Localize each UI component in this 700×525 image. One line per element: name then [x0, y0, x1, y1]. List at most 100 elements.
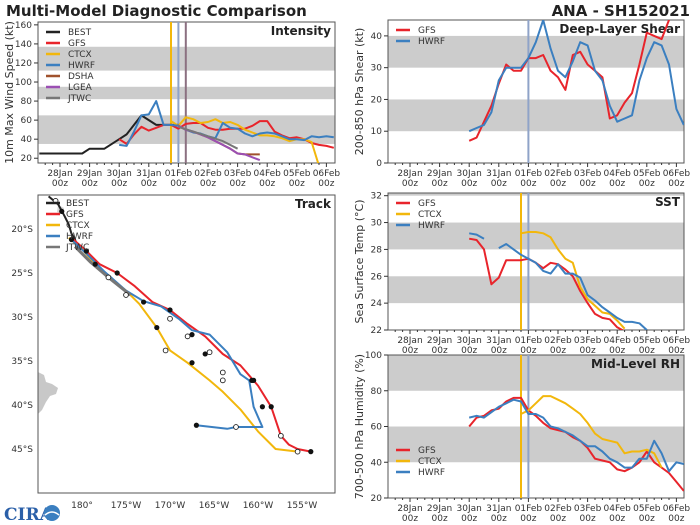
- series-line-ctcx: [520, 395, 663, 469]
- track-line-jtwc: [73, 245, 132, 297]
- x-tick-sublabel: 00z: [82, 179, 98, 189]
- x-tick-label: 05Feb: [633, 336, 661, 346]
- x-tick-label: 29Jan: [427, 336, 452, 346]
- x-tick-label: 06Feb: [663, 504, 691, 514]
- x-tick-label: 31Jan: [486, 504, 511, 514]
- track-marker-filled: [59, 208, 65, 214]
- x-tick-label: 02Feb: [544, 169, 572, 179]
- track-marker-open: [184, 333, 191, 340]
- track-marker-filled: [83, 248, 89, 254]
- x-tick-label: 28Jan: [47, 169, 72, 179]
- legend-label: HWRF: [418, 221, 445, 231]
- legend-label: CTCX: [418, 210, 442, 220]
- x-tick-label: 04Feb: [604, 336, 632, 346]
- track-line-gfs: [70, 237, 311, 453]
- x-tick-label: 01Feb: [515, 504, 543, 514]
- x-tick-label: 05Feb: [633, 169, 661, 179]
- y-tick-label: 80: [371, 387, 383, 397]
- x-tick-sublabel: 00z: [491, 179, 507, 189]
- x-tick-sublabel: 00z: [318, 179, 334, 189]
- legend-label: JTWC: [65, 243, 89, 253]
- x-tick-label: 02Feb: [544, 504, 572, 514]
- legend-label: BEST: [68, 28, 92, 38]
- y-axis-label: 200-850 hPa Shear (kt): [353, 28, 366, 156]
- track-marker-open: [167, 315, 173, 322]
- x-tick-label: 30Jan: [457, 169, 482, 179]
- series-line-ctcx: [520, 231, 626, 330]
- track-line-hwrf: [70, 238, 264, 430]
- shaded-band: [388, 426, 684, 463]
- y-tick-label: 120: [15, 59, 32, 69]
- x-tick-label: 01Feb: [515, 336, 543, 346]
- panel-title: Mid-Level RH: [591, 357, 680, 371]
- y-tick-label: 20: [21, 154, 33, 164]
- x-tick-label: 04Feb: [604, 504, 632, 514]
- y-tick-label: 10: [371, 127, 383, 137]
- legend-label: DSHA: [68, 72, 94, 82]
- x-tick-label: 31Jan: [136, 169, 161, 179]
- landmass-new-zealand: [38, 372, 58, 414]
- lat-tick-label: 20°S: [11, 225, 33, 235]
- track-marker-open: [233, 424, 239, 430]
- x-tick-label: 30Jan: [457, 504, 482, 514]
- x-tick-sublabel: 00z: [639, 179, 655, 189]
- x-tick-sublabel: 00z: [609, 514, 625, 524]
- x-tick-sublabel: 00z: [402, 514, 418, 524]
- legend-label: HWRF: [68, 61, 95, 71]
- x-tick-label: 28Jan: [397, 504, 422, 514]
- x-tick-sublabel: 00z: [432, 179, 448, 189]
- y-tick-label: 30: [371, 64, 383, 74]
- track-marker-filled: [141, 299, 147, 305]
- shaded-band: [388, 276, 684, 304]
- x-tick-label: 06Feb: [313, 169, 341, 179]
- panel-rh: 2040608010028Jan00z29Jan00z30Jan00z31Jan…: [353, 351, 690, 524]
- x-tick-label: 29Jan: [427, 169, 452, 179]
- y-tick-label: 0: [376, 159, 382, 169]
- x-tick-label: 01Feb: [515, 169, 543, 179]
- x-tick-sublabel: 00z: [639, 514, 655, 524]
- track-marker-filled: [259, 404, 265, 410]
- y-tick-label: 22: [371, 326, 382, 336]
- legend-label: HWRF: [66, 232, 93, 242]
- lon-tick-label: 165°W: [199, 501, 230, 511]
- x-tick-label: 02Feb: [544, 336, 572, 346]
- y-axis-label: 10m Max Wind Speed (kt): [3, 21, 16, 164]
- x-tick-sublabel: 00z: [52, 179, 68, 189]
- y-tick-label: 32: [371, 192, 382, 202]
- series-line-hwrf: [469, 232, 485, 240]
- y-tick-label: 140: [15, 40, 32, 50]
- track-marker-open: [162, 347, 169, 354]
- x-tick-sublabel: 00z: [668, 179, 684, 189]
- x-tick-sublabel: 00z: [491, 346, 507, 356]
- x-tick-label: 05Feb: [283, 169, 311, 179]
- x-tick-sublabel: 00z: [550, 346, 566, 356]
- panel-track: Track 180° 175°W 170°W 165°W 160°W 155°W 20°S 25…: [11, 194, 336, 511]
- series-line-hwrf: [468, 20, 684, 133]
- x-tick-sublabel: 00z: [520, 179, 536, 189]
- panel-title: SST: [655, 195, 681, 209]
- y-axis-label: 700-500 hPa Humidity (%): [353, 354, 366, 499]
- lat-tick-label: 30°S: [11, 313, 33, 323]
- legend-label: GFS: [418, 199, 436, 209]
- y-tick-label: 26: [371, 272, 383, 282]
- track-marker-filled: [154, 324, 160, 331]
- plot-frame: [37, 194, 336, 494]
- legend-label: JTWC: [67, 94, 91, 104]
- legend-label: HWRF: [418, 37, 445, 47]
- x-tick-label: 29Jan: [427, 504, 452, 514]
- x-tick-sublabel: 00z: [259, 179, 275, 189]
- x-tick-sublabel: 00z: [491, 514, 507, 524]
- x-tick-label: 06Feb: [663, 169, 691, 179]
- y-tick-label: 28: [371, 245, 383, 255]
- track-marker-open: [219, 369, 226, 376]
- x-tick-sublabel: 00z: [200, 179, 216, 189]
- panel-title: Track: [295, 197, 332, 211]
- x-tick-label: 03Feb: [574, 336, 602, 346]
- series-line-hwrf: [498, 243, 648, 330]
- lon-tick-label: 175°W: [111, 501, 142, 511]
- storm-id-title: ANA - SH152021: [552, 2, 690, 20]
- x-tick-label: 06Feb: [663, 336, 691, 346]
- y-tick-label: 20: [371, 95, 383, 105]
- x-tick-sublabel: 00z: [520, 346, 536, 356]
